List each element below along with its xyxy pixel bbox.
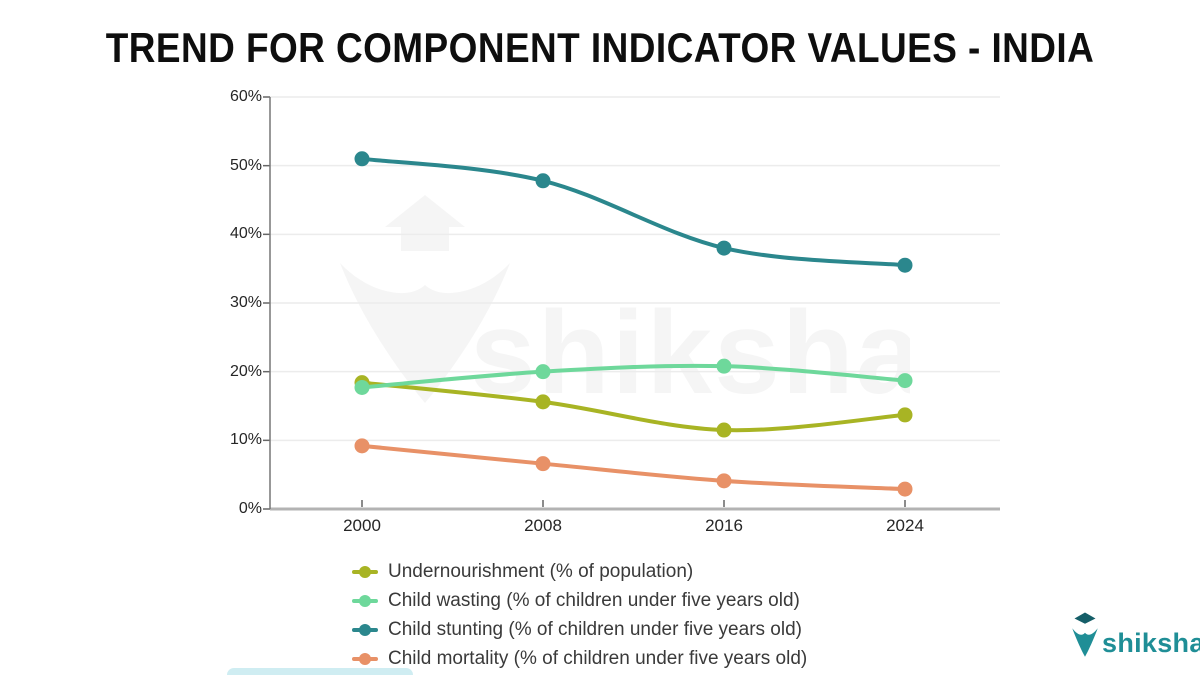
legend-item-child-wasting: Child wasting (% of children under five … — [352, 586, 807, 615]
chart-legend: Undernourishment (% of population) Child… — [352, 557, 807, 673]
graduation-cap-icon — [1074, 612, 1096, 624]
chart-plot — [263, 96, 1000, 511]
legend-dot-icon — [359, 652, 371, 665]
x-tick-label: 2000 — [343, 516, 381, 535]
y-tick-label: 20% — [229, 362, 262, 380]
bird-icon — [1072, 628, 1098, 657]
y-tick-label: 30% — [229, 294, 262, 311]
legend-dot-icon — [359, 623, 371, 636]
legend-label: Child wasting (% of children under five … — [388, 589, 800, 611]
legend-marker-icon — [352, 652, 378, 665]
y-tick-label: 10% — [229, 431, 262, 449]
shiksha-logo: shiksha — [1070, 611, 1200, 659]
legend-label: Undernourishment (% of population) — [388, 560, 694, 582]
y-tick-label: 40% — [229, 225, 262, 243]
x-tick-label: 2008 — [524, 516, 562, 535]
legend-label: Child mortality (% of children under fiv… — [388, 647, 808, 669]
legend-item-child-stunting: Child stunting (% of children under five… — [352, 615, 807, 644]
legend-marker-icon — [352, 565, 378, 578]
bottom-strip — [227, 668, 413, 675]
legend-dot-icon — [359, 565, 371, 578]
x-tick-label: 2016 — [705, 516, 743, 535]
legend-label: Child stunting (% of children under five… — [388, 618, 802, 640]
legend-item-undernourishment: Undernourishment (% of population) — [352, 557, 807, 586]
legend-item-child-mortality: Child mortality (% of children under fiv… — [352, 644, 807, 673]
y-tick-label: 60% — [229, 88, 262, 105]
shiksha-logo-icon — [1072, 612, 1098, 657]
y-tick-label: 50% — [229, 156, 262, 174]
chart-title: TREND FOR COMPONENT INDICATOR VALUES - I… — [105, 24, 1095, 71]
legend-dot-icon — [359, 594, 371, 607]
legend-marker-icon — [352, 623, 378, 636]
y-tick-label: 0% — [238, 500, 262, 517]
brand-wordmark: shiksha — [1102, 628, 1200, 658]
legend-marker-icon — [352, 594, 378, 607]
x-tick-label: 2024 — [886, 516, 924, 535]
